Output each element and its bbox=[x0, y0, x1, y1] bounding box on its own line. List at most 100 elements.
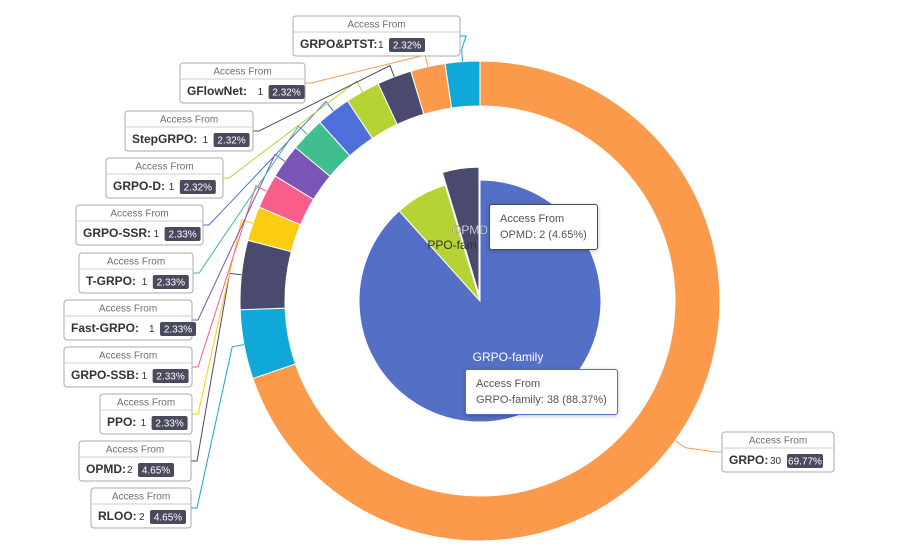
pie-slice-ppo-family[interactable] bbox=[398, 184, 481, 302]
outer-label-percent-badge bbox=[151, 416, 188, 430]
outer-label-percent-badge bbox=[152, 275, 189, 289]
leader-line-grpo-d bbox=[223, 80, 363, 179]
outer-label-stepgrpo: Access From StepGRPO: 1 2.32% bbox=[124, 110, 254, 152]
outer-label-name: GRPO-D: bbox=[113, 179, 165, 193]
leader-line-rloo bbox=[191, 344, 245, 509]
outer-label-value: 1 bbox=[142, 277, 148, 288]
outer-label-value: 2 bbox=[127, 465, 133, 476]
inner-label-opmd: OPMD bbox=[452, 223, 488, 237]
outer-label-percent: 2.32% bbox=[217, 136, 245, 147]
pie-slice-opmd[interactable] bbox=[441, 166, 480, 295]
ring-slice-grpo[interactable] bbox=[252, 60, 721, 542]
outer-label-percent-badge bbox=[150, 510, 186, 524]
tooltip-grpo-family: Access From GRPO-family: 38 (88.37%) bbox=[465, 369, 618, 415]
ring-slice-opmd[interactable] bbox=[239, 239, 292, 311]
leader-line-grpo-ssr bbox=[203, 100, 334, 226]
outer-label-grpo-ssr: Access From GRPO-SSR: 1 2.33% bbox=[75, 204, 204, 246]
outer-label-percent: 2.33% bbox=[168, 230, 196, 241]
outer-label-percent: 2.32% bbox=[184, 183, 212, 194]
leader-line-grpo-ssb bbox=[192, 185, 267, 368]
outer-label-percent-badge bbox=[152, 369, 189, 383]
outer-label-name: Fast-GRPO: bbox=[71, 321, 139, 335]
tooltip-grpo-family-line: GRPO-family: 38 (88.37%) bbox=[476, 394, 607, 406]
leader-line-t-grpo bbox=[193, 125, 308, 274]
outer-label-percent: 2.33% bbox=[156, 372, 184, 383]
outer-label-name: GRPO-SSR: bbox=[83, 226, 151, 240]
outer-label-percent-badge bbox=[213, 133, 250, 147]
outer-label-percent-badge bbox=[268, 85, 305, 99]
outer-label-name: GRPO&PTST: bbox=[300, 37, 377, 51]
outer-label-percent: 2.32% bbox=[393, 41, 421, 52]
outer-label-value: 2 bbox=[139, 512, 145, 523]
outer-label-value: 1 bbox=[378, 40, 384, 51]
outer-label-header: Access From bbox=[107, 257, 165, 268]
outer-label-header: Access From bbox=[749, 436, 807, 447]
leader-line-ppo bbox=[192, 218, 254, 415]
outer-label-name: OPMD: bbox=[86, 462, 126, 476]
outer-labels: Access From GRPO: 30 69.77% Access From RLOO:… bbox=[63, 15, 835, 529]
outer-label-name: RLOO: bbox=[98, 509, 137, 523]
outer-label-header: Access From bbox=[160, 115, 218, 126]
outer-label-value: 1 bbox=[141, 418, 147, 429]
outer-label-percent-badge bbox=[179, 180, 216, 194]
outer-label-grpo-d: Access From GRPO-D: 1 2.32% bbox=[105, 157, 224, 199]
outer-label-percent: 4.65% bbox=[154, 513, 182, 524]
outer-label-percent-badge bbox=[389, 38, 425, 52]
outer-label-fast-grpo: Access From Fast-GRPO: 1 2.33% bbox=[63, 299, 196, 341]
outer-label-header: Access From bbox=[347, 20, 405, 31]
outer-label-name: StepGRPO: bbox=[132, 132, 197, 146]
outer-label-grpo: Access From GRPO: 30 69.77% bbox=[721, 431, 835, 473]
outer-label-header: Access From bbox=[99, 351, 157, 362]
leader-line-fast-grpo bbox=[192, 153, 286, 321]
outer-label-name: T-GRPO: bbox=[86, 274, 136, 288]
leader-line-stepgrpo bbox=[253, 64, 395, 132]
outer-label-grpo-ssb: Access From GRPO-SSB: 1 2.33% bbox=[63, 346, 193, 388]
outer-label-rloo: Access From RLOO: 2 4.65% bbox=[90, 487, 192, 529]
outer-label-percent: 2.33% bbox=[164, 325, 192, 336]
outer-label-percent: 2.33% bbox=[155, 419, 183, 430]
outer-label-percent: 69.77% bbox=[788, 457, 822, 468]
outer-label-header: Access From bbox=[99, 304, 157, 315]
outer-label-value: 1 bbox=[154, 229, 160, 240]
leader-line-grpo-ptst bbox=[460, 35, 467, 62]
outer-label-percent: 2.33% bbox=[157, 278, 185, 289]
outer-label-header: Access From bbox=[106, 445, 164, 456]
outer-label-percent-badge bbox=[160, 322, 196, 336]
ring-slice-grpo-ptst[interactable] bbox=[444, 60, 481, 109]
outer-label-grpo-ptst: Access From GRPO&PTST: 1 2.32% bbox=[292, 15, 461, 57]
outer-label-gflownet: Access From GFlowNet: 1 2.32% bbox=[179, 62, 306, 104]
outer-label-header: Access From bbox=[135, 162, 193, 173]
outer-label-name: GRPO-SSB: bbox=[71, 368, 139, 382]
outer-label-ppo: Access From PPO: 1 2.33% bbox=[99, 393, 193, 435]
outer-label-name: PPO: bbox=[107, 415, 136, 429]
outer-label-name: GRPO: bbox=[729, 453, 768, 467]
leader-line-opmd bbox=[191, 272, 242, 462]
outer-label-value: 1 bbox=[142, 371, 148, 382]
leader-line-gflownet bbox=[305, 54, 429, 84]
outer-label-value: 30 bbox=[770, 456, 782, 467]
outer-label-value: 1 bbox=[169, 182, 175, 193]
outer-label-percent: 2.32% bbox=[272, 88, 300, 99]
tooltip-opmd: Access From OPMD: 2 (4.65%) bbox=[489, 204, 598, 250]
outer-label-percent: 4.65% bbox=[142, 466, 170, 477]
tooltip-opmd-line: OPMD: 2 (4.65%) bbox=[500, 229, 587, 241]
outer-label-percent-badge bbox=[138, 463, 174, 477]
inner-label-grpo-family: GRPO-family bbox=[473, 350, 544, 364]
outer-label-opmd: Access From OPMD: 2 4.65% bbox=[78, 440, 192, 482]
leader-lines bbox=[191, 35, 722, 509]
outer-label-name: GFlowNet: bbox=[187, 84, 247, 98]
outer-label-header: Access From bbox=[117, 398, 175, 409]
outer-label-header: Access From bbox=[112, 492, 170, 503]
leader-line-grpo bbox=[674, 440, 722, 453]
outer-label-header: Access From bbox=[110, 209, 168, 220]
outer-label-percent-badge bbox=[164, 227, 201, 241]
outer-label-percent-badge bbox=[787, 454, 823, 468]
outer-label-value: 1 bbox=[203, 135, 209, 146]
outer-label-header: Access From bbox=[213, 67, 271, 78]
tooltip-grpo-family-header: Access From bbox=[476, 378, 541, 390]
tooltip-opmd-header: Access From bbox=[500, 213, 565, 225]
outer-label-value: 1 bbox=[258, 87, 264, 98]
inner-label-ppo-fam: PPO-fam bbox=[427, 238, 476, 252]
